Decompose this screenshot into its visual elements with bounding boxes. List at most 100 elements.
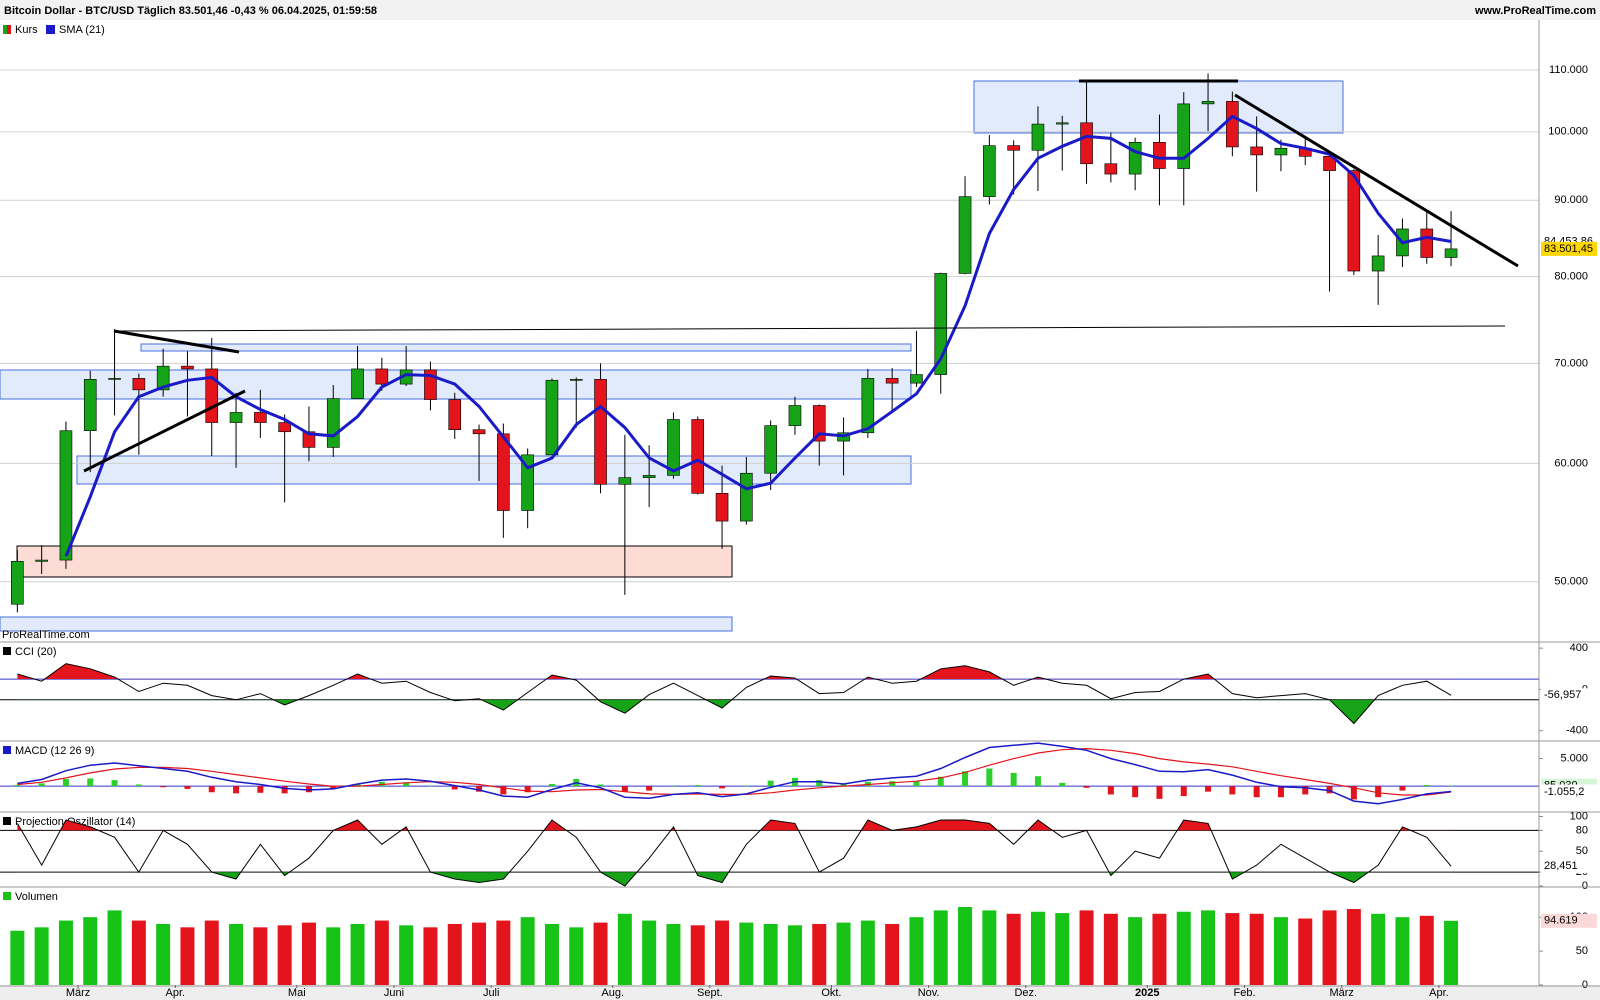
candle-body: [1031, 123, 1045, 151]
volume-bar: [34, 927, 49, 985]
title-icon: [3, 746, 11, 754]
x-tick-label: Aug.: [601, 987, 624, 999]
volume-bar: [1006, 913, 1021, 985]
candle-body: [59, 430, 73, 561]
y-tick-label: 50.000: [1554, 576, 1588, 588]
histogram-bar: [281, 786, 288, 794]
title-icon: [3, 892, 11, 900]
trendline: [113, 325, 1506, 332]
volume-bar: [666, 923, 681, 985]
volume-bar: [131, 920, 146, 985]
histogram-bar: [135, 784, 142, 787]
last-value-box: [1541, 688, 1597, 703]
y-tick-label: 50: [1576, 845, 1588, 857]
candle-body: [1420, 228, 1434, 258]
sma-line: [64, 114, 1452, 557]
header-title: Bitcoin Dollar - BTC/USD Täglich 83.501,…: [4, 5, 377, 17]
volume-bar: [58, 920, 73, 985]
legend-label: Kurs: [15, 24, 38, 36]
volume-bar: [812, 923, 827, 985]
volume-bar: [423, 927, 438, 985]
y-tick-label: 90.000: [1554, 194, 1588, 206]
histogram-bar: [913, 781, 920, 787]
histogram-bar: [1448, 785, 1455, 787]
histogram-bar: [670, 786, 677, 787]
histogram-bar: [694, 785, 701, 787]
volume-bar: [787, 925, 802, 985]
volume-bar: [180, 927, 195, 985]
volume-bar: [1395, 917, 1410, 985]
last-value-box: [1541, 241, 1597, 256]
histogram-bar: [1375, 786, 1382, 798]
histogram-bar: [403, 782, 410, 787]
last-value-box: [1541, 859, 1597, 874]
volume-bar: [593, 922, 608, 985]
y-tick-label: 50: [1576, 945, 1588, 957]
histogram-bar: [1034, 776, 1041, 787]
y-tick-label: 0: [1582, 979, 1588, 991]
candle-body: [812, 405, 826, 442]
y-tick-label: 60.000: [1554, 457, 1588, 469]
volume-bar: [277, 925, 292, 985]
candle-body: [642, 475, 656, 478]
volume-bar: [1444, 920, 1459, 985]
volume-bar: [301, 922, 316, 985]
candle-body: [11, 561, 24, 605]
histogram-bar: [1010, 772, 1017, 787]
panel-title: CCI (20): [15, 646, 57, 658]
volume-bar: [569, 927, 584, 985]
legend-label: SMA (21): [59, 24, 105, 36]
volume-bar: [1176, 911, 1191, 985]
x-tick-label: Juli: [483, 987, 500, 999]
trendline: [113, 329, 240, 354]
volume-bar: [253, 927, 268, 985]
histogram-bar: [14, 785, 21, 787]
x-tick-label: Mai: [288, 987, 306, 999]
last-value-label: -1.055,2: [1544, 786, 1584, 798]
histogram-bar: [816, 780, 823, 787]
volume-bar: [909, 917, 924, 985]
candle-body: [132, 378, 146, 391]
histogram-bar: [257, 786, 264, 793]
indicator-line: [17, 663, 1452, 725]
candle-body: [278, 422, 291, 433]
candle-body: [1226, 101, 1239, 148]
volume-bar: [544, 923, 559, 985]
candle-body: [788, 405, 802, 426]
candle-body: [983, 145, 996, 197]
candle-body: [108, 378, 121, 380]
y-tick-label: 80.000: [1554, 271, 1588, 283]
volume-bar: [1152, 913, 1167, 985]
volume-bar: [617, 913, 632, 985]
histogram-bar: [1253, 786, 1260, 798]
x-tick-label: Okt.: [821, 987, 841, 999]
candle-body: [351, 368, 364, 399]
candle-body: [1080, 122, 1093, 165]
last-value-label: -56,957: [1544, 689, 1581, 701]
histogram-bar: [354, 783, 361, 787]
volume-bar: [350, 923, 365, 985]
histogram-bar: [621, 786, 628, 792]
histogram-bar: [451, 786, 458, 790]
volume-bar: [1079, 910, 1094, 985]
volume-bar: [10, 930, 25, 985]
x-tick-label: Apr.: [166, 987, 186, 999]
candle-body: [1323, 156, 1336, 171]
candle-body: [861, 378, 875, 434]
histogram-bar: [111, 780, 118, 787]
volume-bar: [690, 925, 705, 985]
legend-icon: [46, 25, 55, 34]
x-axis-strip: [0, 985, 1600, 1000]
panel-title: Projection Oszillator (14): [15, 816, 135, 828]
volume-bar: [374, 920, 389, 985]
candle-body: [715, 493, 729, 522]
histogram-bar: [767, 780, 774, 787]
volume-bar: [326, 927, 341, 985]
y-tick-label: 100.000: [1548, 126, 1588, 138]
histogram-bar: [1399, 786, 1406, 791]
x-tick-label: Apr.: [1429, 987, 1449, 999]
x-tick-label: 2025: [1135, 987, 1159, 999]
histogram-bar: [1229, 786, 1236, 795]
candle-body: [521, 454, 534, 511]
